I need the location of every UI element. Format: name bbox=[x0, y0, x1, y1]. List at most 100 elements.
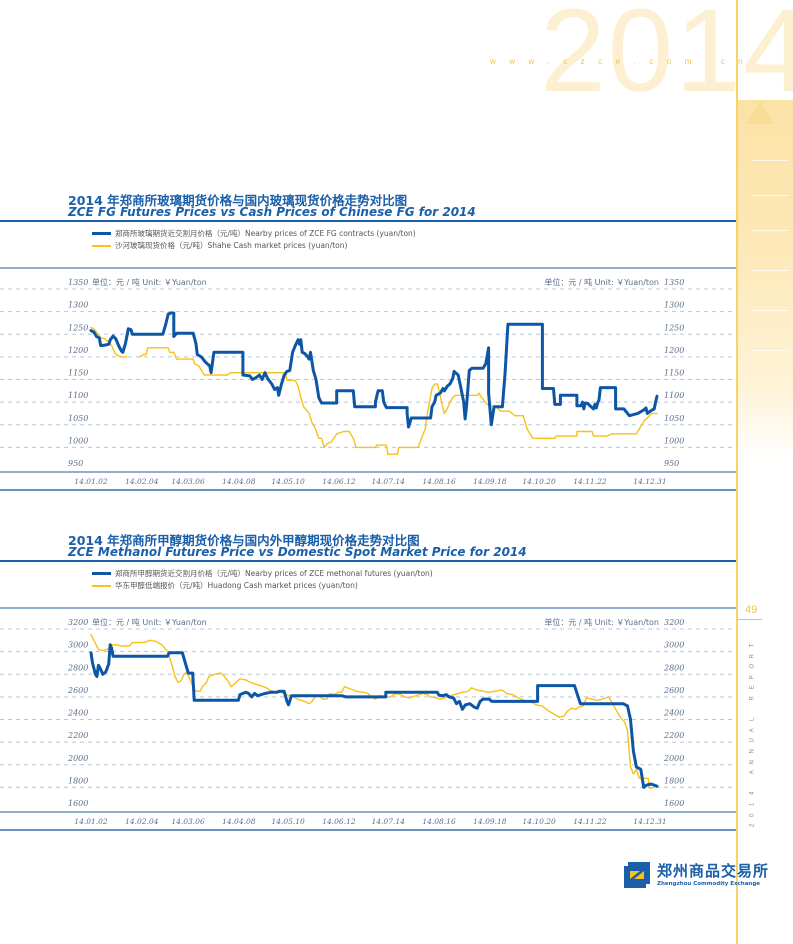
x-tick-label: 14.03.06 bbox=[171, 477, 205, 486]
legend-label: 沙河玻璃现货价格（元/吨）Shahe Cash market prices (y… bbox=[115, 241, 348, 250]
legend-swatch-futures bbox=[92, 232, 111, 235]
page-number: 49 bbox=[745, 604, 758, 616]
methanol-price-chart: 1600 1600 1800 1800 2000 2000 2200 2200 2400 2400… bbox=[0, 607, 736, 831]
y-tick-label-left: 1050 bbox=[68, 414, 88, 423]
y-tick-label-left: 1600 bbox=[68, 799, 88, 808]
glass-price-chart: 950 950 1000 1000 1050 1050 1100 1100 1150 1150 12… bbox=[0, 267, 736, 491]
side-text-char bbox=[748, 778, 759, 788]
page-number-rule bbox=[738, 619, 762, 620]
x-tick-label: 14.01.02 bbox=[74, 817, 108, 826]
y-tick-label-right: 2000 bbox=[663, 754, 684, 763]
unit-label-left: 单位：元 / 吨 Unit: ￥Yuan/ton bbox=[92, 617, 207, 627]
chart-title-en: ZCE Methanol Futures Price vs Domestic S… bbox=[68, 545, 527, 559]
x-tick-label: 14.09.18 bbox=[473, 477, 507, 486]
zce-logo-mark-icon bbox=[624, 862, 650, 888]
x-tick-label: 14.12.31 bbox=[633, 477, 666, 486]
y-tick-label-left: 1100 bbox=[68, 391, 88, 400]
y-tick-label-right: 2800 bbox=[663, 663, 684, 672]
x-tick-label: 14.02.04 bbox=[125, 477, 159, 486]
zce-logo: 郑州商品交易所 Zhengzhou Commodity Exchange bbox=[624, 862, 769, 888]
y-tick-label-left: 1250 bbox=[68, 323, 88, 332]
side-text-char: R bbox=[749, 653, 756, 659]
cash-price-line bbox=[90, 634, 655, 790]
side-text-char: U bbox=[749, 738, 756, 743]
x-tick-label: 14.05.10 bbox=[271, 477, 305, 486]
y-tick-label-right: 1600 bbox=[664, 799, 684, 808]
x-tick-label: 14.04.08 bbox=[222, 477, 256, 486]
x-tick-label: 14.02.04 bbox=[125, 817, 159, 826]
y-tick-label-right: 2200 bbox=[663, 731, 684, 740]
side-text-char bbox=[748, 704, 759, 714]
logo-name-cn: 郑州商品交易所 bbox=[657, 861, 770, 880]
x-tick-label: 14.01.02 bbox=[74, 477, 108, 486]
side-text-char: L bbox=[749, 717, 756, 722]
side-text-char: 1 bbox=[749, 802, 756, 806]
side-text-char: A bbox=[749, 728, 756, 733]
y-tick-label-right: 1200 bbox=[664, 346, 684, 355]
y-tick-label-left: 950 bbox=[68, 459, 83, 468]
side-text-char: A bbox=[749, 770, 756, 775]
side-text-char: 2 bbox=[749, 823, 756, 828]
x-tick-label: 14.10.20 bbox=[522, 477, 556, 486]
chart-title-cn: 2014 年郑商所玻璃期货价格与国内玻璃现货价格走势对比图 bbox=[68, 193, 408, 208]
y-tick-label-left: 1000 bbox=[68, 436, 88, 445]
side-text-char: R bbox=[749, 696, 756, 701]
chart-title-cn: 2014 年郑商所甲醇期货价格与国内外甲醇期现价格走势对比图 bbox=[68, 533, 420, 548]
legend-label: 华东甲醇低端报价（元/吨）Huadong Cash market prices … bbox=[115, 581, 358, 590]
y-tick-label-left: 2600 bbox=[67, 686, 88, 695]
x-tick-label: 14.10.20 bbox=[522, 817, 556, 826]
legend-futures: 郑商所玻璃期货近交割月价格（元/吨）Nearby prices of ZCE F… bbox=[92, 228, 416, 239]
unit-label-right: 单位：元 / 吨 Unit: ￥Yuan/ton bbox=[544, 617, 659, 627]
x-tick-label: 14.05.10 bbox=[271, 817, 305, 826]
y-tick-label-left: 1800 bbox=[68, 776, 88, 785]
y-tick-label-right: 3000 bbox=[664, 641, 684, 650]
x-tick-label: 14.06.12 bbox=[322, 817, 356, 826]
year-watermark: 2014 bbox=[540, 0, 793, 117]
legend-label: 郑商所甲醇期货近交割月价格（元/吨）Nearby prices of ZCE m… bbox=[115, 569, 433, 578]
y-tick-label-right: 2600 bbox=[663, 686, 684, 695]
page-margin-rule bbox=[736, 0, 738, 944]
x-tick-label: 14.07.14 bbox=[372, 477, 406, 486]
x-tick-label: 14.08.16 bbox=[422, 817, 456, 826]
y-tick-label-left: 2400 bbox=[67, 709, 88, 718]
legend-swatch-cash bbox=[92, 584, 111, 587]
side-text-char: 4 bbox=[749, 791, 756, 796]
x-tick-label: 14.06.12 bbox=[322, 477, 356, 486]
x-tick-label: 14.11.22 bbox=[573, 477, 607, 486]
legend-label: 郑商所玻璃期货近交割月价格（元/吨）Nearby prices of ZCE F… bbox=[115, 229, 416, 238]
y-tick-label-left: 3000 bbox=[68, 641, 88, 650]
x-tick-label: 14.12.31 bbox=[633, 817, 666, 826]
y-tick-label-right: 1300 bbox=[664, 301, 684, 310]
y-tick-label-left: 1350 bbox=[68, 278, 88, 287]
side-text-char: E bbox=[749, 685, 756, 690]
side-text-char: N bbox=[749, 759, 756, 764]
unit-label-left: 单位：元 / 吨 Unit: ￥Yuan/ton bbox=[92, 277, 207, 287]
y-tick-label-right: 3200 bbox=[664, 618, 684, 627]
legend-cash: 华东甲醇低端报价（元/吨）Huadong Cash market prices … bbox=[92, 580, 358, 591]
website-url: www.czce.com.cn bbox=[490, 57, 757, 66]
y-tick-label-left: 2000 bbox=[67, 754, 88, 763]
x-tick-label: 14.09.18 bbox=[473, 817, 507, 826]
y-tick-label-right: 1350 bbox=[664, 278, 684, 287]
cash-price-line bbox=[90, 326, 658, 455]
y-tick-label-left: 2200 bbox=[67, 731, 88, 740]
side-text-char: O bbox=[749, 664, 756, 669]
y-tick-label-right: 2400 bbox=[663, 709, 684, 718]
logo-name-en: Zhengzhou Commodity Exchange bbox=[657, 880, 760, 887]
x-tick-label: 14.11.22 bbox=[573, 817, 607, 826]
futures-price-line bbox=[89, 311, 659, 429]
y-tick-label-left: 1150 bbox=[68, 369, 88, 378]
side-text-char: 0 bbox=[749, 813, 756, 817]
y-tick-label-left: 1200 bbox=[68, 346, 88, 355]
y-tick-label-right: 1250 bbox=[664, 323, 684, 332]
y-tick-label-right: 1050 bbox=[664, 414, 684, 423]
x-tick-label: 14.07.14 bbox=[372, 817, 406, 826]
y-tick-label-right: 1150 bbox=[664, 369, 684, 378]
x-tick-label: 14.08.16 bbox=[422, 477, 456, 486]
unit-label-right: 单位：元 / 吨 Unit: ￥Yuan/ton bbox=[544, 277, 659, 287]
y-tick-label-right: 1100 bbox=[664, 391, 684, 400]
side-text-char: P bbox=[749, 675, 756, 680]
y-tick-label-left: 1300 bbox=[68, 301, 88, 310]
chart-title-en: ZCE FG Futures Prices vs Cash Prices of … bbox=[68, 205, 476, 219]
